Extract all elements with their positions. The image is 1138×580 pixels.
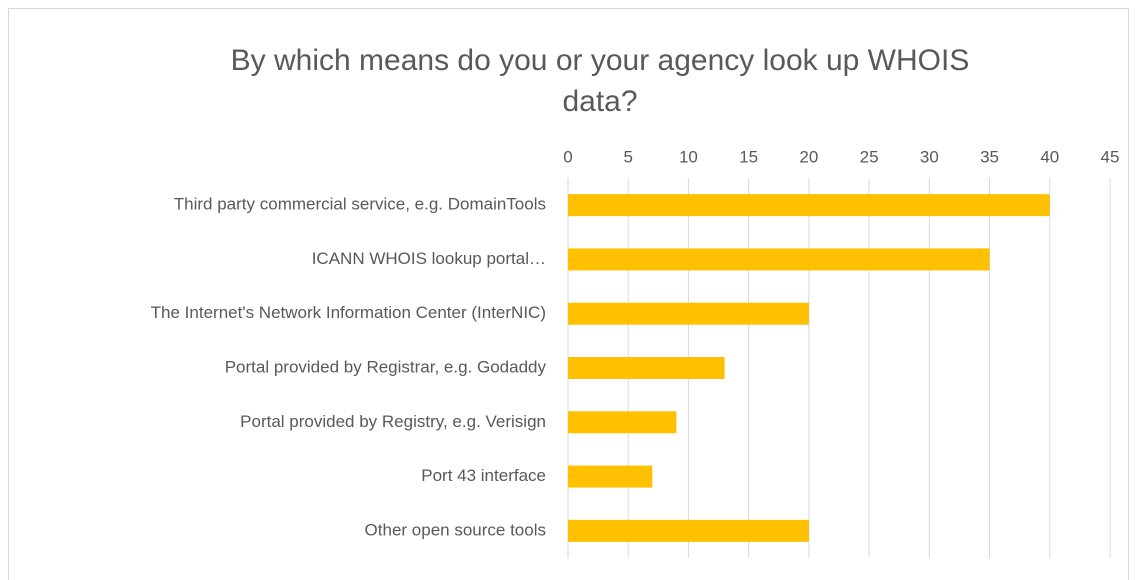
- x-tick-label: 35: [980, 147, 999, 166]
- y-tick-label: Portal provided by Registry, e.g. Verisi…: [240, 412, 546, 431]
- x-tick-label: 20: [799, 147, 818, 166]
- chart-title: By which means do you or your agency loo…: [230, 44, 970, 118]
- x-tick-label: 45: [1101, 147, 1120, 166]
- y-tick-label: Third party commercial service, e.g. Dom…: [174, 195, 546, 214]
- x-tick-label: 0: [563, 147, 572, 166]
- x-tick-label: 30: [920, 147, 939, 166]
- y-tick-label: Portal provided by Registrar, e.g. Godad…: [225, 357, 547, 376]
- bar: [568, 248, 990, 271]
- bar: [568, 357, 725, 379]
- x-tick-label: 10: [679, 147, 698, 166]
- bar: [568, 465, 653, 488]
- x-tick-label: 25: [860, 147, 879, 166]
- bar: [568, 194, 1050, 217]
- x-tick-label: 5: [623, 147, 632, 166]
- y-tick-label: Other open source tools: [365, 520, 546, 539]
- x-tick-label: 40: [1040, 147, 1059, 166]
- chart-frame: [8, 8, 1129, 580]
- y-tick-label: ICANN WHOIS lookup portal…: [312, 249, 546, 268]
- x-tick-label: 15: [739, 147, 758, 166]
- bar: [568, 411, 677, 434]
- bar: [568, 302, 809, 325]
- y-tick-label: The Internet's Network Information Cente…: [151, 303, 546, 322]
- bar: [568, 519, 809, 542]
- y-tick-label: Port 43 interface: [421, 466, 546, 485]
